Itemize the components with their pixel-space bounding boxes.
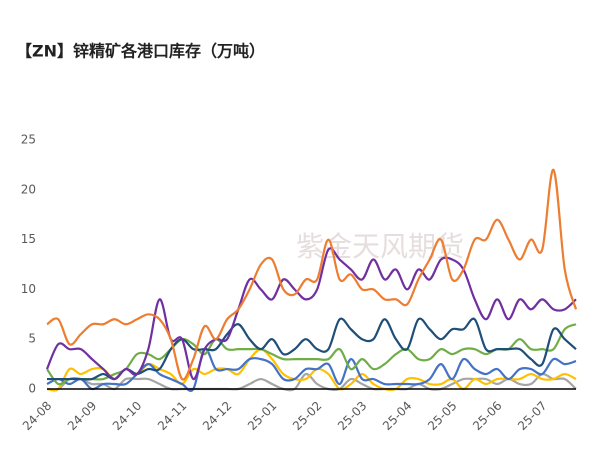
x-tick-label: 24-12 <box>200 399 235 434</box>
y-tick-label: 0 <box>28 382 36 396</box>
x-tick-label: 25-07 <box>515 399 550 434</box>
series-line <box>45 247 577 381</box>
x-tick-label: 25-01 <box>245 399 280 434</box>
y-tick-label: 10 <box>21 282 36 296</box>
x-tick-label: 25-03 <box>335 399 370 434</box>
series-line <box>46 317 577 381</box>
series-line <box>46 323 577 386</box>
series-line <box>46 168 578 381</box>
watermark: 紫金天风期货 <box>296 230 464 263</box>
series-line <box>46 372 577 392</box>
x-tick-label: 25-04 <box>380 399 415 434</box>
x-tick-label: 25-06 <box>470 399 505 434</box>
x-tick-label: 24-10 <box>110 399 145 434</box>
x-tick-label: 24-09 <box>65 399 100 434</box>
y-tick-label: 5 <box>28 332 36 346</box>
x-tick-label: 25-05 <box>425 399 460 434</box>
x-tick-label: 24-11 <box>155 399 190 434</box>
y-tick-label: 20 <box>21 182 36 196</box>
chart-title: 【ZN】锌精矿各港口库存（万吨） <box>16 42 265 61</box>
y-tick-label: 15 <box>21 232 36 246</box>
x-tick-label: 25-02 <box>290 399 325 434</box>
y-tick-label: 25 <box>21 133 36 147</box>
x-tick-label: 24-08 <box>20 399 55 434</box>
